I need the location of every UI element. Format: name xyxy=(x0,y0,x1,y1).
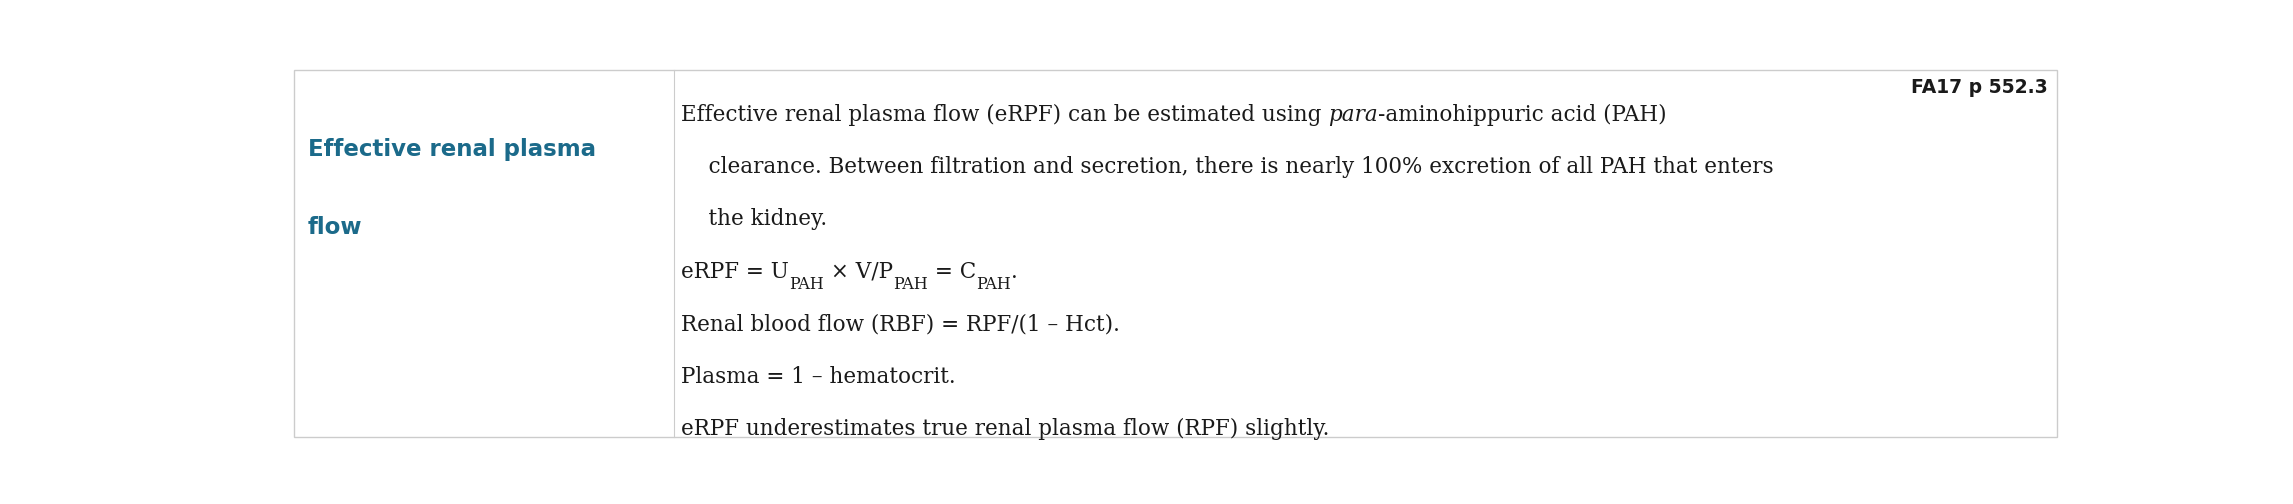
Text: Renal blood flow (RBF) = RPF/(1 – Hct).: Renal blood flow (RBF) = RPF/(1 – Hct). xyxy=(681,313,1119,335)
Text: flow: flow xyxy=(307,216,362,239)
Text: the kidney.: the kidney. xyxy=(681,209,828,230)
Text: -aminohippuric acid (PAH): -aminohippuric acid (PAH) xyxy=(1378,103,1667,125)
Text: eRPF = U: eRPF = U xyxy=(681,261,789,283)
Text: PAH: PAH xyxy=(789,276,823,293)
Text: PAH: PAH xyxy=(977,276,1011,293)
Text: PAH: PAH xyxy=(892,276,926,293)
Text: FA17 p 552.3: FA17 p 552.3 xyxy=(1910,78,2048,97)
Text: .: . xyxy=(1011,261,1018,283)
Text: = C: = C xyxy=(926,261,977,283)
Text: para: para xyxy=(1328,104,1378,125)
FancyBboxPatch shape xyxy=(294,70,2057,437)
Text: × V/P: × V/P xyxy=(823,261,892,283)
Text: Plasma = 1 – hematocrit.: Plasma = 1 – hematocrit. xyxy=(681,365,956,388)
Text: clearance. Between filtration and secretion, there is nearly 100% excretion of a: clearance. Between filtration and secret… xyxy=(681,156,1775,178)
Text: eRPF underestimates true renal plasma flow (RPF) slightly.: eRPF underestimates true renal plasma fl… xyxy=(681,418,1330,440)
Text: Effective renal plasma flow (eRPF) can be estimated using: Effective renal plasma flow (eRPF) can b… xyxy=(681,103,1328,125)
Text: Effective renal plasma: Effective renal plasma xyxy=(307,138,596,161)
